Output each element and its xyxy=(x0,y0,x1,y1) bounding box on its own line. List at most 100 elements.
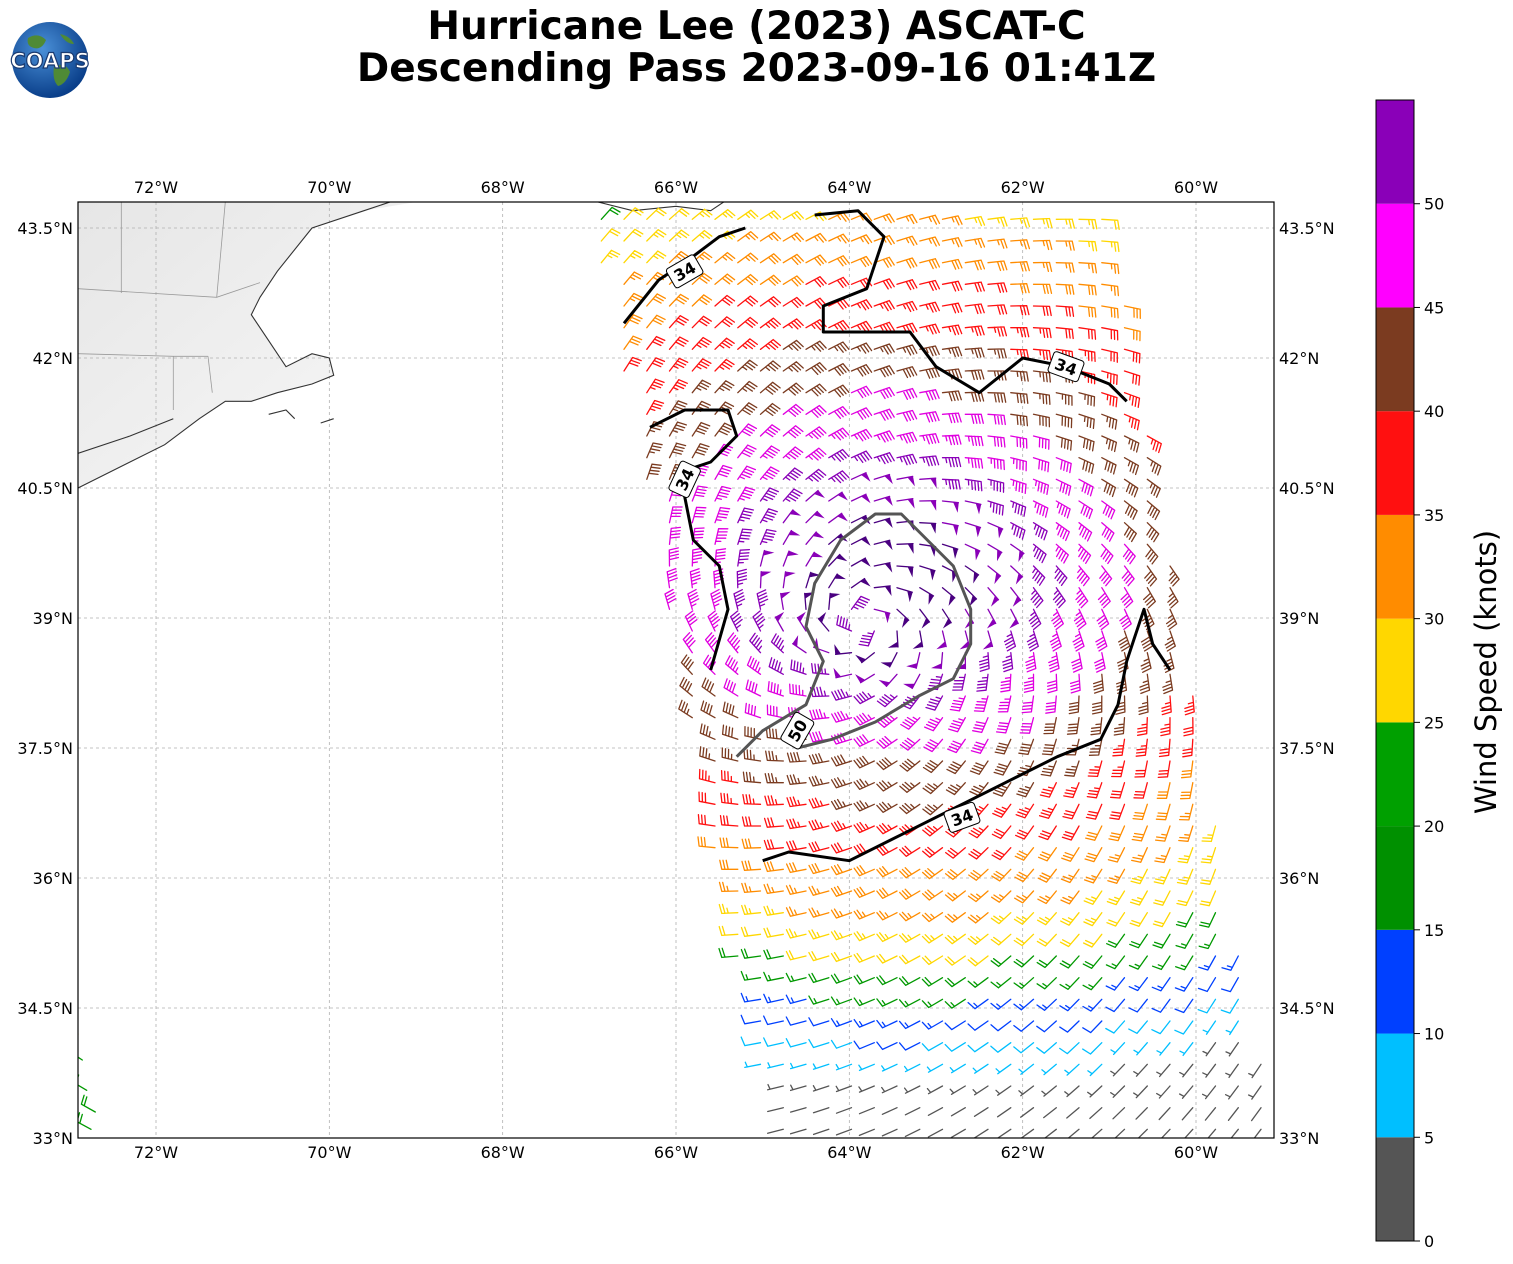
wind-barb xyxy=(1085,803,1103,820)
wind-barb xyxy=(922,803,944,816)
colorbar-tick-label: 20 xyxy=(1424,817,1444,836)
wind-barb xyxy=(1134,760,1148,778)
wind-barb xyxy=(714,294,736,307)
wind-barb xyxy=(964,259,986,271)
wind-barb xyxy=(767,1062,784,1069)
wind-barb xyxy=(1114,1128,1126,1138)
wind-barb xyxy=(1132,803,1148,821)
contour-34kt xyxy=(649,408,739,671)
wind-barb xyxy=(1009,608,1019,629)
wind-barb xyxy=(78,1056,83,1061)
axis-ticks: 72°W 72°W 70°W 70°W 68°W 68°W 66°W 66°W 64°W 64°W… xyxy=(17,178,1334,1162)
wind-barb xyxy=(964,215,986,227)
wind-barb xyxy=(763,883,784,894)
wind-barb xyxy=(741,882,762,893)
wind-barb xyxy=(855,652,875,664)
wind-barb xyxy=(873,539,893,551)
wind-barb xyxy=(944,1042,966,1052)
wind-barb xyxy=(1055,327,1074,340)
wind-barb xyxy=(1178,803,1194,821)
wind-barb xyxy=(759,528,777,545)
wind-barb xyxy=(1197,998,1217,1014)
wind-barb xyxy=(970,738,989,754)
wind-barb xyxy=(782,275,804,287)
wind-barb xyxy=(876,1041,898,1051)
wind-barb xyxy=(805,468,827,482)
wind-barb xyxy=(763,817,784,828)
wind-barb xyxy=(808,1017,830,1027)
wind-barb xyxy=(1032,348,1052,361)
wind-barb xyxy=(1020,1107,1035,1118)
wind-barb xyxy=(740,992,762,1003)
wind-barb xyxy=(720,770,739,784)
wind-barb xyxy=(1015,803,1035,819)
wind-barb xyxy=(968,868,989,881)
wind-barb xyxy=(764,773,784,784)
wind-barb xyxy=(850,385,873,399)
wind-barb xyxy=(714,251,736,264)
wind-barb xyxy=(919,301,940,313)
wind-barb xyxy=(691,229,713,242)
wind-barb xyxy=(1175,912,1194,928)
wind-barb xyxy=(812,1107,830,1114)
wind-barb xyxy=(782,318,804,330)
wind-barb xyxy=(668,379,688,394)
wind-barb xyxy=(600,206,621,220)
wind-barb xyxy=(830,973,853,984)
wind-barb xyxy=(785,1038,807,1048)
wind-barb xyxy=(858,1085,875,1093)
map-frame xyxy=(77,201,1275,1139)
wind-barb xyxy=(702,654,716,675)
wind-barb xyxy=(785,862,807,874)
wind-barb xyxy=(600,249,621,264)
wind-barb xyxy=(1032,500,1049,518)
wind-barb xyxy=(850,407,873,420)
wind-barb xyxy=(945,847,966,859)
wind-barb xyxy=(900,716,921,730)
wind-barb xyxy=(805,426,827,440)
wind-barb xyxy=(691,485,708,502)
wind-barb xyxy=(1010,478,1027,495)
wind-barb xyxy=(830,820,853,832)
wind-barb xyxy=(987,457,1005,471)
lat-tick-label-left: 34.5°N xyxy=(17,999,73,1018)
wind-barb xyxy=(987,478,1005,493)
wind-barb xyxy=(701,677,716,697)
wind-barb xyxy=(1129,912,1148,927)
wind-barb xyxy=(759,381,781,395)
wind-barb xyxy=(1032,435,1050,450)
wind-barb xyxy=(1061,825,1080,841)
wind-barb xyxy=(718,881,739,893)
wind-barb xyxy=(1010,239,1031,250)
wind-barb xyxy=(1167,587,1179,609)
wind-barb xyxy=(691,251,713,264)
wind-barb xyxy=(756,589,769,610)
wind-barb xyxy=(828,470,850,484)
wind-barb xyxy=(724,655,739,675)
wind-barb xyxy=(785,1016,807,1026)
wind-barb xyxy=(876,1019,898,1029)
wind-barb xyxy=(850,450,873,464)
colorbar-tick-label: 15 xyxy=(1424,921,1444,940)
wind-barb xyxy=(1128,977,1148,992)
wind-barb xyxy=(1010,283,1030,294)
wind-barb xyxy=(707,610,721,632)
wind-barb xyxy=(736,568,748,589)
lat-tick-label-left: 42°N xyxy=(33,349,73,368)
wind-barb xyxy=(1021,695,1035,714)
wind-barb xyxy=(1032,239,1053,251)
wind-barb xyxy=(850,428,873,442)
wind-barb xyxy=(1225,1042,1239,1057)
wind-barb xyxy=(713,568,724,589)
wind-barb xyxy=(896,344,918,356)
wind-barb xyxy=(853,800,875,812)
wind-barb xyxy=(808,775,830,787)
wind-barb xyxy=(1014,847,1035,861)
lat-tick-label-left: 33°N xyxy=(33,1129,73,1148)
wind-barb xyxy=(1129,890,1148,906)
wind-barb xyxy=(1157,760,1171,779)
wind-barb xyxy=(1123,305,1141,320)
wind-barb xyxy=(1026,630,1039,652)
colorbar-segment xyxy=(1376,100,1414,204)
wind-barb xyxy=(1174,998,1194,1014)
